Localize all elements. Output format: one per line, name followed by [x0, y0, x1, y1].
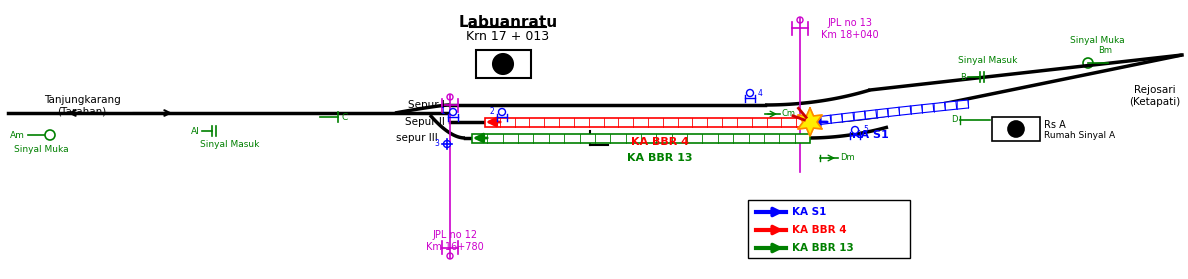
Polygon shape: [808, 117, 820, 126]
Text: KA S1: KA S1: [852, 130, 889, 140]
Text: Rumah Sinyal A: Rumah Sinyal A: [1044, 131, 1116, 140]
Circle shape: [493, 54, 513, 74]
Text: Tanjungkarang
(Tarahan): Tanjungkarang (Tarahan): [44, 95, 120, 117]
Circle shape: [447, 94, 453, 100]
Text: JPL no 13
Km 18+040: JPL no 13 Km 18+040: [821, 18, 879, 40]
Circle shape: [797, 17, 803, 23]
Text: Sinyal Muka: Sinyal Muka: [1070, 36, 1125, 45]
Circle shape: [449, 109, 456, 116]
Text: Am: Am: [11, 131, 25, 140]
Text: KA BBR 13: KA BBR 13: [792, 243, 854, 253]
Text: Rejosari
(Ketapati): Rejosari (Ketapati): [1130, 85, 1181, 107]
Text: Cm: Cm: [782, 109, 796, 119]
Polygon shape: [841, 112, 854, 122]
Circle shape: [45, 130, 55, 140]
Polygon shape: [865, 110, 877, 119]
Text: Labuanratu: Labuanratu: [459, 15, 557, 30]
Text: Sepur I: Sepur I: [409, 100, 446, 110]
Text: 4: 4: [758, 88, 763, 97]
Polygon shape: [887, 107, 901, 117]
Polygon shape: [910, 105, 923, 114]
Text: Sinyal Masuk: Sinyal Masuk: [200, 140, 259, 149]
Text: Rs A: Rs A: [1044, 120, 1066, 130]
Circle shape: [1083, 58, 1093, 68]
Text: Sinyal Masuk: Sinyal Masuk: [958, 56, 1017, 65]
Circle shape: [447, 253, 453, 259]
Polygon shape: [956, 100, 968, 109]
Circle shape: [1007, 121, 1024, 137]
Polygon shape: [853, 111, 866, 121]
Text: Bm: Bm: [1098, 46, 1112, 55]
Polygon shape: [819, 115, 832, 125]
Bar: [748, 200, 910, 258]
Text: KA BBR 13: KA BBR 13: [627, 153, 693, 163]
Text: JPL no 12
Km 16+780: JPL no 12 Km 16+780: [426, 230, 484, 252]
Text: Krn 17 + 013: Krn 17 + 013: [467, 30, 550, 43]
Text: C: C: [341, 112, 347, 121]
Circle shape: [443, 141, 450, 148]
Bar: [476, 50, 531, 78]
Bar: [992, 117, 1040, 141]
Text: 1: 1: [441, 107, 446, 117]
Polygon shape: [798, 108, 822, 136]
Text: KA BBR 4: KA BBR 4: [792, 225, 847, 235]
Circle shape: [499, 109, 506, 116]
Text: 2: 2: [489, 107, 494, 117]
Text: KA BBR 4: KA BBR 4: [631, 137, 689, 147]
Circle shape: [852, 126, 859, 133]
Polygon shape: [830, 114, 843, 123]
Polygon shape: [944, 101, 958, 110]
Polygon shape: [876, 109, 889, 118]
Bar: [485, 117, 811, 126]
Polygon shape: [933, 102, 946, 112]
Text: Dm: Dm: [840, 153, 854, 162]
Polygon shape: [899, 106, 911, 115]
Text: B: B: [960, 73, 966, 81]
Text: Sepur II: Sepur II: [405, 117, 446, 127]
Text: 5: 5: [862, 126, 868, 134]
Polygon shape: [922, 104, 935, 113]
Text: Sinyal Muka: Sinyal Muka: [14, 145, 69, 154]
Text: 3: 3: [434, 140, 440, 148]
Text: Al: Al: [191, 126, 200, 136]
Text: KA S1: KA S1: [792, 207, 827, 217]
Text: D: D: [952, 116, 958, 124]
Circle shape: [746, 90, 753, 97]
Bar: [472, 133, 810, 143]
Text: sepur III: sepur III: [397, 133, 438, 143]
